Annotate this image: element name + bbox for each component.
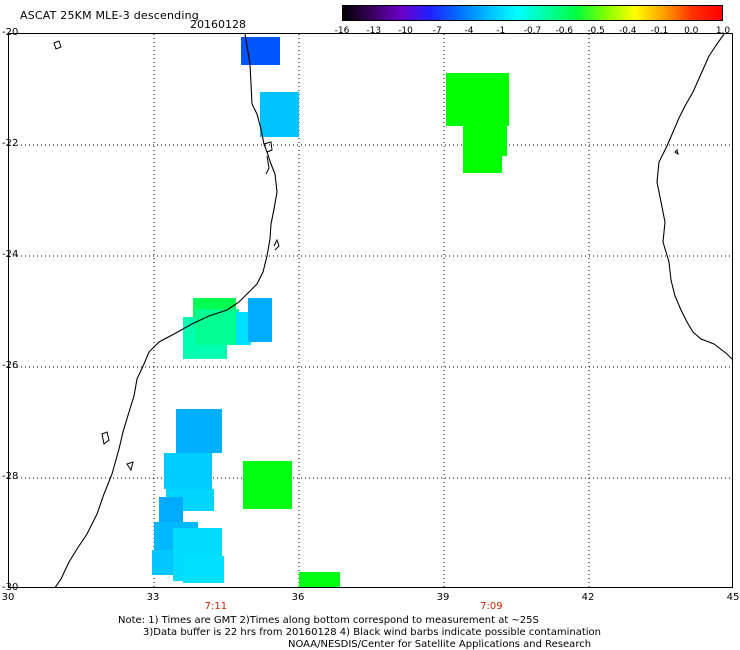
note-line-1: Note: 1) Times are GMT 2)Times along bot… [118,615,539,626]
map-title: ASCAT 25KM MLE-3 descending [20,9,199,22]
colorbar [342,5,723,21]
colorbar-tick-label: -4 [464,26,474,36]
lat-tick-label: -30 [2,582,19,593]
pass-time-label: 7:11 [204,601,228,612]
colorbar-tick-label: -16 [334,26,350,36]
colorbar-tick-label: -0.6 [555,26,574,36]
map-panel[interactable] [8,33,733,588]
wind-cell [260,92,299,137]
lat-tick-label: -26 [2,360,19,371]
wind-cell [163,453,212,490]
lon-tick-label: 33 [146,592,160,603]
lon-tick-label: 45 [726,592,740,603]
map-grid [9,34,732,587]
wind-cell [248,297,273,343]
colorbar-tick-label: -0.1 [650,26,669,36]
pass-time-label: 7:09 [480,601,503,612]
colorbar-tick-label: -10 [398,26,413,36]
colorbar-tick-label: 0.0 [684,26,699,36]
note-line-3: NOAA/NESDIS/Center for Satellite Applica… [288,639,592,650]
colorbar-tick-label: -13 [366,26,382,36]
wind-cell [243,461,292,509]
colorbar-tick-label: -0.7 [523,26,542,36]
colorbar-tick-label: -0.4 [618,26,637,36]
map-date: 20160128 [190,18,246,31]
wind-cell [236,311,251,345]
note-line-2: 3)Data buffer is 22 hrs from 20160128 4)… [143,627,601,638]
wind-cell [158,497,183,526]
colorbar-tick-label: 1.0 [715,26,731,36]
lat-tick-label: -24 [2,249,19,260]
wind-cell [175,408,222,454]
wind-cell [195,308,239,345]
lon-tick-label: 42 [581,592,595,603]
lat-tick-label: -20 [2,27,19,38]
lat-tick-label: -22 [2,138,19,149]
colorbar-tick-label: -0.5 [587,26,605,36]
lon-tick-label: 39 [436,592,450,603]
wind-cell [446,72,510,126]
wind-cell [463,122,507,157]
wind-cell [183,555,225,584]
wind-cell [463,153,502,173]
coastline [53,34,732,587]
lon-tick-label: 30 [1,592,15,603]
wind-cell [299,572,341,587]
colorbar-tick-label: -7 [432,26,442,36]
lon-tick-label: 36 [291,592,305,603]
lat-tick-label: -28 [2,471,19,482]
colorbar-tick-label: -1 [496,26,506,36]
